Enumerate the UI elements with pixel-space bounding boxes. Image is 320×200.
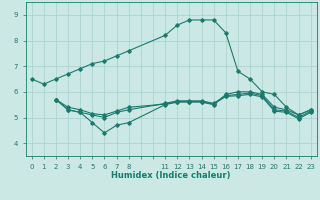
X-axis label: Humidex (Indice chaleur): Humidex (Indice chaleur) bbox=[111, 171, 231, 180]
